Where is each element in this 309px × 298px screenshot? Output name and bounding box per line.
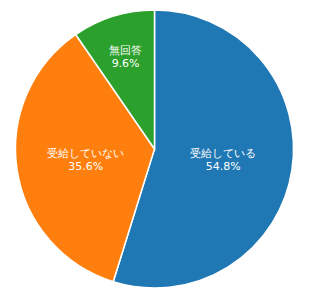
data-labels: 受給している54.8% 受給していない35.6% 無回答9.6% — [47, 44, 256, 174]
slice-category: 無回答 — [109, 44, 142, 57]
chart: 受給している54.8% 受給していない35.6% 無回答9.6% — [0, 0, 309, 298]
data-label: 受給している54.8% — [190, 147, 256, 173]
pie: 受給している54.8% 受給していない35.6% 無回答9.6% — [16, 10, 294, 288]
slices — [16, 10, 294, 288]
slice — [76, 10, 155, 149]
slice-value: 35.6% — [68, 160, 103, 173]
slice-category: 受給していない — [47, 147, 124, 160]
slice-value: 9.6% — [112, 57, 140, 70]
data-label: 無回答9.6% — [109, 44, 142, 70]
slice-category: 受給している — [190, 147, 256, 160]
data-label: 受給していない35.6% — [47, 147, 124, 173]
slice-value: 54.8% — [206, 160, 241, 173]
